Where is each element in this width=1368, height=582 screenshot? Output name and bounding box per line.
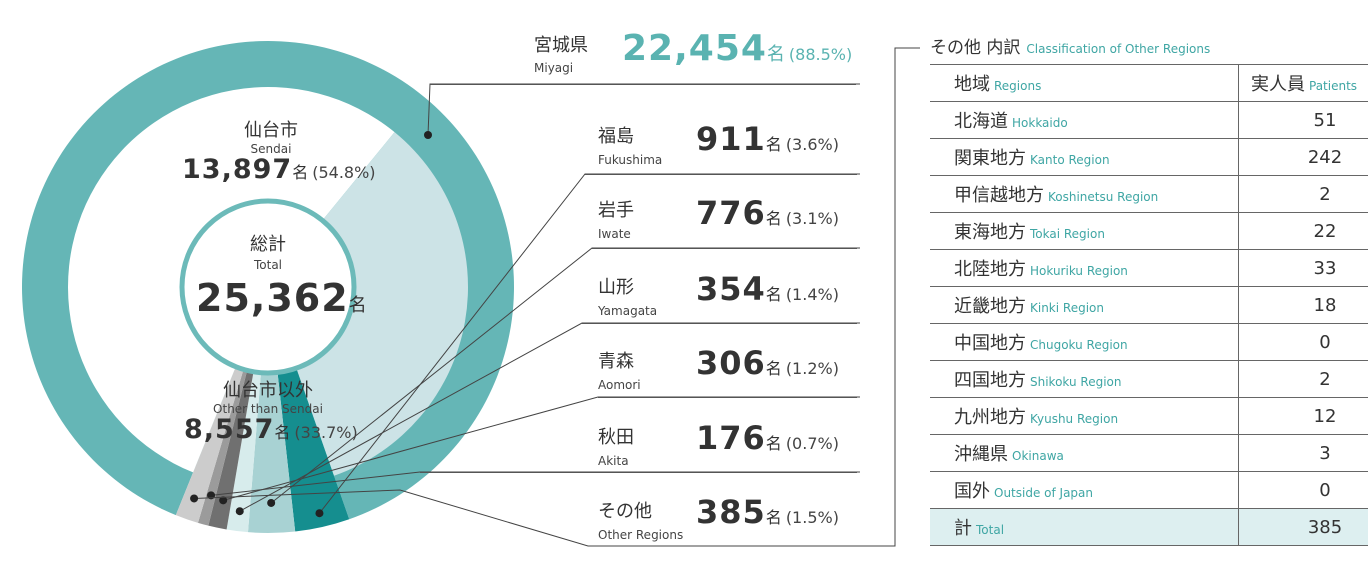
outer-slice-iwate (247, 371, 296, 533)
sendai-label-en: Sendai (250, 142, 292, 156)
region-cell: 東海地方 Tokai Region (930, 212, 1239, 250)
table-total-row: 計 Total 385 (930, 508, 1368, 546)
header-patients: 実人員 Patients (1238, 64, 1368, 102)
leader-dot-other-regions (190, 494, 199, 503)
yamagata-label-en: Yamagata (598, 304, 658, 318)
other-regions-table: 地域 Regions 実人員 Patients 北海道 Hokkaido 51 関東地方 K… (930, 64, 1368, 546)
leader-line-other-regions (194, 47, 920, 547)
outer-slice-yamagata (226, 370, 262, 533)
leader-dot-fukushima (315, 509, 324, 518)
region-cell: 中国地方 Chugoku Region (930, 323, 1239, 361)
region-cell: 北陸地方 Hokuriku Region (930, 249, 1239, 287)
patients-cell: 51 (1238, 101, 1368, 139)
header-region: 地域 Regions (930, 64, 1239, 102)
inner-slice-other-than-sendai (296, 132, 468, 476)
other-table-title: その他 内訳 Classification of Other Regions (930, 38, 1211, 58)
region-cell: 関東地方 Kanto Region (930, 138, 1239, 176)
iwate-value: 776名 (3.1%) (696, 194, 839, 232)
region-cell: 近畿地方 Kinki Region (930, 286, 1239, 324)
patients-cell: 242 (1238, 138, 1368, 176)
total-label-en: Total (253, 258, 283, 272)
aomori-separator (598, 397, 857, 398)
miyagi-separator (430, 84, 856, 85)
region-cell: 四国地方 Shikoku Region (930, 360, 1239, 398)
iwate-separator (592, 248, 857, 249)
inner-slice-sendai (67, 86, 395, 473)
outer-slice-akita (197, 368, 248, 526)
outer-slice-other-regions (175, 365, 244, 523)
patients-cell: 0 (1238, 323, 1368, 361)
miyagi-label-en: Miyagi (534, 61, 574, 75)
table-row: 九州地方 Kyushu Region 12 (930, 397, 1368, 435)
table-row: 中国地方 Chugoku Region 0 (930, 323, 1368, 361)
table-row: 沖縄県 Okinawa 3 (930, 434, 1368, 472)
total-label-jp: 総計 (250, 234, 286, 255)
aomori-value: 306名 (1.2%) (696, 344, 839, 382)
region-cell: 北海道 Hokkaido (930, 101, 1239, 139)
table-row: 甲信越地方 Koshinetsu Region 2 (930, 175, 1368, 213)
aomori-label-en: Aomori (598, 378, 641, 392)
table-row: 近畿地方 Kinki Region 18 (930, 286, 1368, 324)
outer-slice-fukushima (277, 367, 350, 532)
patients-cell: 0 (1238, 471, 1368, 509)
other-sendai-value: 8,557名 (33.7%) (184, 414, 358, 445)
other-regions-label-en: Other Regions (598, 528, 684, 542)
table-row: 四国地方 Shikoku Region 2 (930, 360, 1368, 398)
akita-label-jp: 秋田 (598, 427, 634, 448)
fukushima-label-en: Fukushima (598, 153, 663, 167)
yamagata-value: 354名 (1.4%) (696, 270, 839, 308)
miyagi-label-jp: 宮城県 (534, 35, 588, 56)
other-sendai-label-en: Other than Sendai (213, 402, 323, 416)
sendai-value: 13,897名 (54.8%) (182, 154, 376, 185)
table-row: 関東地方 Kanto Region 242 (930, 138, 1368, 176)
other-regions-label-jp: その他 (598, 501, 652, 522)
total-region-cell: 計 Total (930, 508, 1239, 546)
region-cell: 甲信越地方 Koshinetsu Region (930, 175, 1239, 213)
table-row: 北海道 Hokkaido 51 (930, 101, 1368, 139)
patients-cell: 18 (1238, 286, 1368, 324)
iwate-label-jp: 岩手 (598, 200, 634, 221)
akita-separator (420, 472, 857, 473)
leader-dot-iwate (267, 498, 276, 507)
table-row: 東海地方 Tokai Region 22 (930, 212, 1368, 250)
table-header-row: 地域 Regions 実人員 Patients (930, 64, 1368, 102)
iwate-label-en: Iwate (598, 227, 631, 241)
outer-slice-aomori (208, 369, 254, 530)
fukushima-label-jp: 福島 (598, 126, 634, 147)
leader-dot-aomori (219, 496, 228, 505)
inner-ring (67, 86, 468, 476)
other-sendai-label-jp: 仙台市以外 (223, 380, 313, 401)
fukushima-value: 911名 (3.6%) (696, 120, 839, 158)
patients-cell: 12 (1238, 397, 1368, 435)
center-circle (179, 198, 357, 376)
akita-value: 176名 (0.7%) (696, 419, 839, 457)
patients-cell: 3 (1238, 434, 1368, 472)
other-regions-value: 385名 (1.5%) (696, 493, 839, 531)
table-row: 国外 Outside of Japan 0 (930, 471, 1368, 509)
fukushima-separator (585, 174, 857, 175)
akita-label-en: Akita (598, 454, 629, 468)
patients-cell: 2 (1238, 360, 1368, 398)
region-cell: 九州地方 Kyushu Region (930, 397, 1239, 435)
leader-dot-miyagi (424, 131, 432, 139)
total-patients-cell: 385 (1238, 508, 1368, 546)
patients-cell: 2 (1238, 175, 1368, 213)
yamagata-label-jp: 山形 (598, 277, 634, 298)
patients-cell: 33 (1238, 249, 1368, 287)
total-value: 25,362名 (196, 276, 367, 320)
sendai-label-jp: 仙台市 (244, 120, 298, 141)
aomori-label-jp: 青森 (598, 351, 634, 372)
leader-dot-yamagata (235, 507, 244, 516)
table-row: 北陸地方 Hokuriku Region 33 (930, 249, 1368, 287)
region-cell: 沖縄県 Okinawa (930, 434, 1239, 472)
patients-cell: 22 (1238, 212, 1368, 250)
region-cell: 国外 Outside of Japan (930, 471, 1239, 509)
yamagata-separator (582, 323, 857, 324)
miyagi-value: 22,454名 (88.5%) (622, 28, 853, 69)
